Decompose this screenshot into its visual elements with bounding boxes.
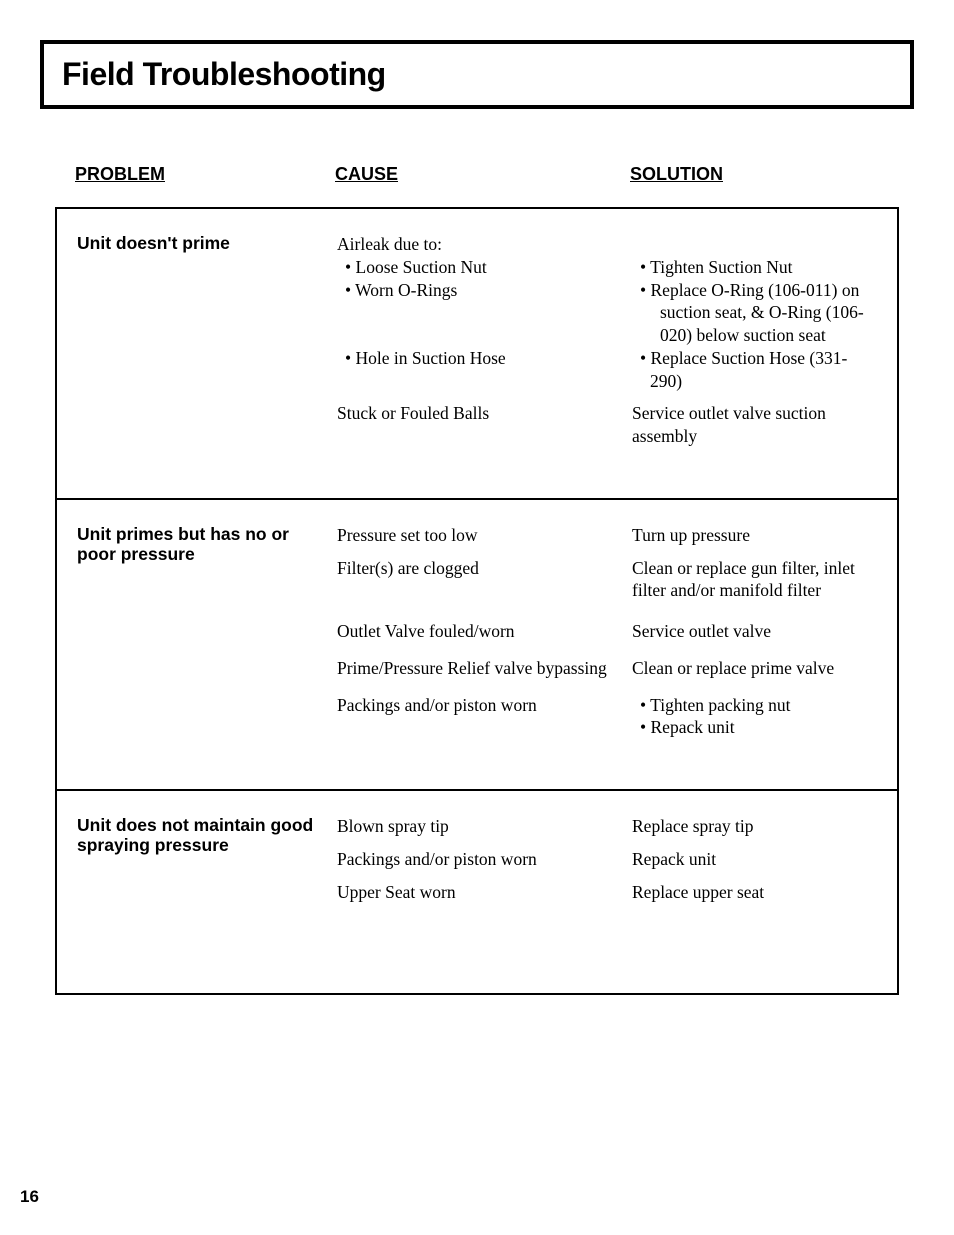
cause-bullet: • Hole in Suction Hose: [337, 347, 632, 393]
solution-cell: [632, 233, 877, 256]
cause-cell: Stuck or Fouled Balls: [337, 402, 632, 448]
column-headers: PROBLEM CAUSE SOLUTION: [40, 164, 914, 185]
solution-cell: Repack unit: [632, 848, 877, 871]
solution-cell: Service outlet valve suction assembly: [632, 402, 877, 448]
solution-text: • Replace O-Ring (106-011) on: [640, 280, 859, 300]
cause-bullet: • Loose Suction Nut: [337, 256, 632, 279]
solution-bullet: • Tighten Suction Nut: [632, 256, 877, 279]
header-solution: SOLUTION: [630, 164, 879, 185]
header-cause: CAUSE: [335, 164, 630, 185]
problem-cell: Unit doesn't prime: [77, 233, 337, 253]
cause-cell: Outlet Valve fouled/worn: [337, 620, 632, 643]
cause-cell: Filter(s) are clogged: [337, 557, 632, 603]
cause-cell: Airleak due to:: [337, 233, 632, 256]
solution-cell: Replace spray tip: [632, 815, 877, 838]
solution-bullet: • Replace Suction Hose (331-290): [632, 347, 877, 393]
cause-cell: Packings and/or piston worn: [337, 848, 632, 871]
cause-cell: Pressure set too low: [337, 524, 632, 547]
troubleshooting-table: Unit doesn't prime Airleak due to: • Loo…: [55, 207, 899, 995]
solution-cell: Service outlet valve: [632, 620, 877, 643]
table-row: Unit primes but has no or poor pressure …: [57, 498, 897, 789]
table-row: Unit does not maintain good spraying pre…: [57, 789, 897, 993]
solution-bullet: • Replace O-Ring (106-011) on suction se…: [632, 279, 877, 347]
solution-bullet: • Repack unit: [632, 716, 877, 739]
problem-cell: Unit primes but has no or poor pressure: [77, 524, 337, 564]
solution-cell: Clean or replace prime valve: [632, 657, 877, 680]
problem-cell: Unit does not maintain good spraying pre…: [77, 815, 337, 855]
solution-bullet: • Tighten packing nut: [632, 694, 877, 717]
header-problem: PROBLEM: [75, 164, 335, 185]
solution-text: 020) below suction seat: [650, 324, 826, 347]
table-row: Unit doesn't prime Airleak due to: • Loo…: [57, 209, 897, 498]
cause-bullet: • Worn O-Rings: [337, 279, 632, 347]
cause-cell: Upper Seat worn: [337, 881, 632, 904]
solution-text: suction seat, & O-Ring (106-: [650, 301, 864, 324]
solution-cell: Clean or replace gun filter, inlet filte…: [632, 557, 877, 603]
cause-cell: Blown spray tip: [337, 815, 632, 838]
solution-cell: Turn up pressure: [632, 524, 877, 547]
page-title: Field Troubleshooting: [62, 56, 892, 93]
title-box: Field Troubleshooting: [40, 40, 914, 109]
cause-cell: Packings and/or piston worn: [337, 694, 632, 740]
solution-cell: Replace upper seat: [632, 881, 877, 904]
solution-cell: • Tighten packing nut • Repack unit: [632, 694, 877, 740]
cause-cell: Prime/Pressure Relief valve bypassing: [337, 657, 632, 680]
page-number: 16: [20, 1187, 39, 1207]
